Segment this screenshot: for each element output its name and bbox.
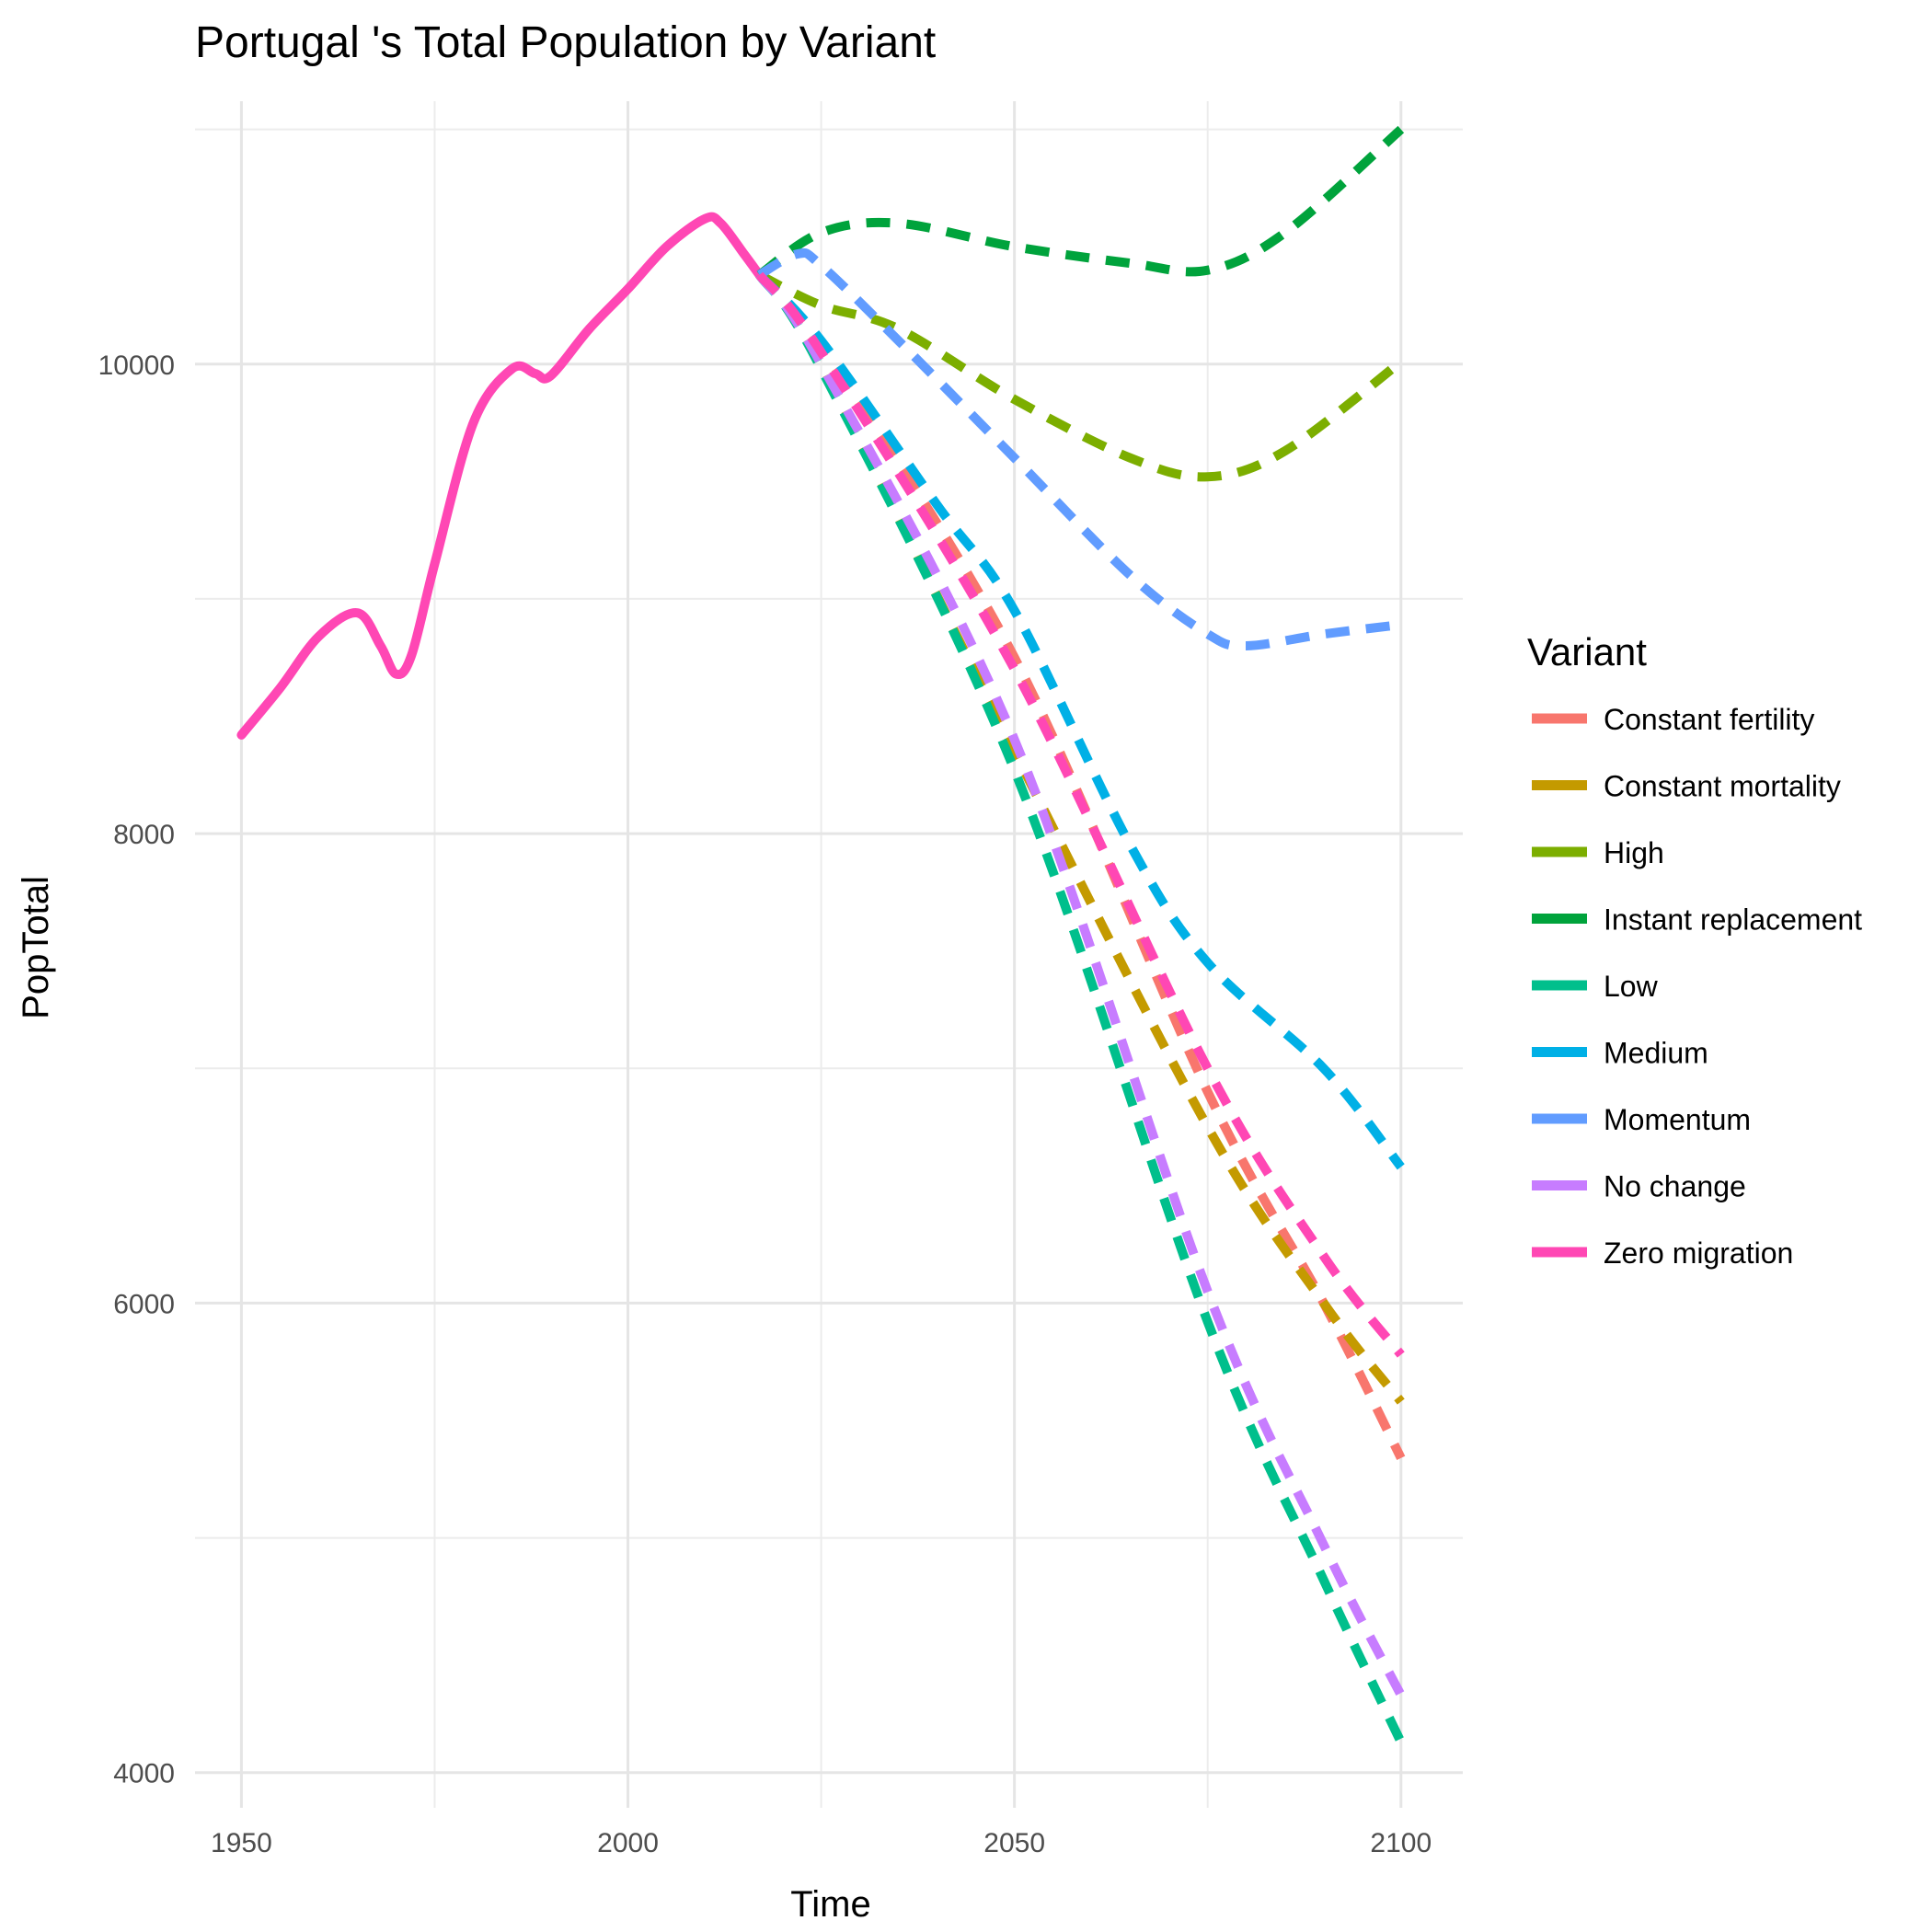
x-tick-label: 2000	[597, 1828, 659, 1858]
legend-label: Medium	[1604, 1037, 1708, 1070]
series-line-instant-replacement	[756, 125, 1405, 279]
series-line-high	[757, 270, 1404, 482]
legend-label: Constant mortality	[1604, 770, 1841, 803]
y-tick-label: 10000	[98, 351, 175, 381]
x-tick-label: 1950	[211, 1828, 272, 1858]
grid	[195, 101, 1463, 1808]
legend-label: Instant replacement	[1604, 903, 1862, 937]
series-line-no-change	[755, 271, 1406, 1697]
y-axis-title: PopTotal	[16, 876, 56, 1019]
legend-label: Constant fertility	[1604, 703, 1814, 736]
legend-label: Low	[1604, 970, 1659, 1003]
legend-label: Zero migration	[1604, 1236, 1793, 1270]
series-line-constant-mortality	[755, 271, 1405, 1405]
series-line-medium	[755, 271, 1405, 1170]
y-tick-label: 8000	[113, 820, 175, 850]
series-line-low	[755, 271, 1406, 1744]
x-tick-label: 2050	[983, 1828, 1045, 1858]
historical-line	[236, 212, 765, 740]
legend-label: Momentum	[1604, 1103, 1751, 1136]
legend-title: Variant	[1527, 630, 1647, 673]
series-lines	[236, 125, 1406, 1744]
legend-label: High	[1604, 836, 1664, 869]
axis-ticks: 1950 2000 2050 2100 4000 6000 8000 10000	[98, 351, 1432, 1858]
legend: Variant Constant fertility Constant morta…	[1527, 630, 1862, 1270]
series-line-zero-migration	[755, 271, 1405, 1358]
x-tick-label: 2100	[1370, 1828, 1432, 1858]
x-axis-title: Time	[790, 1884, 870, 1925]
y-tick-label: 4000	[113, 1759, 175, 1789]
series-line-momentum	[756, 247, 1402, 651]
chart-title: Portugal 's Total Population by Variant	[195, 18, 936, 67]
y-tick-label: 6000	[113, 1289, 175, 1319]
legend-label: No change	[1604, 1170, 1746, 1203]
